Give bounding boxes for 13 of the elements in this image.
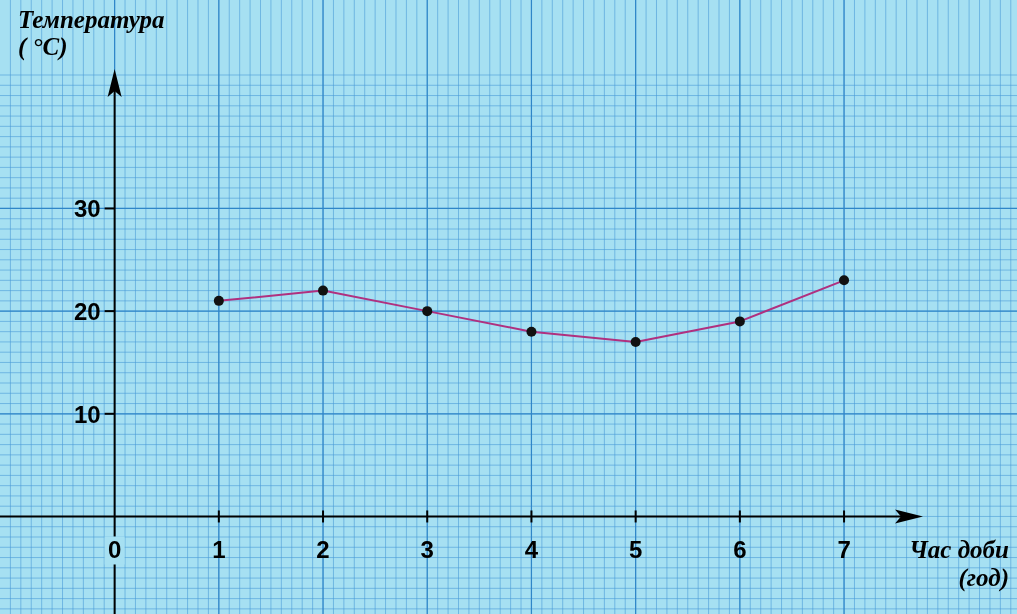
x-tick-label: 3: [420, 536, 434, 564]
x-tick-label: 1: [212, 536, 226, 564]
x-tick-label: 6: [733, 536, 747, 564]
x-tick-label: 5: [628, 536, 643, 564]
y-tick-label: 30: [73, 195, 101, 223]
x-tick-label: 0: [107, 536, 122, 564]
x-tick-label: 7: [837, 536, 851, 564]
x-tick-label: 2: [316, 536, 330, 564]
y-tick-label: 20: [73, 298, 101, 326]
x-tick-label: 4: [524, 536, 539, 564]
y-tick-label: 10: [73, 400, 101, 428]
y-axis-title: Температура ( °C): [18, 6, 165, 61]
x-axis-title: Час доби (год): [909, 536, 1010, 593]
